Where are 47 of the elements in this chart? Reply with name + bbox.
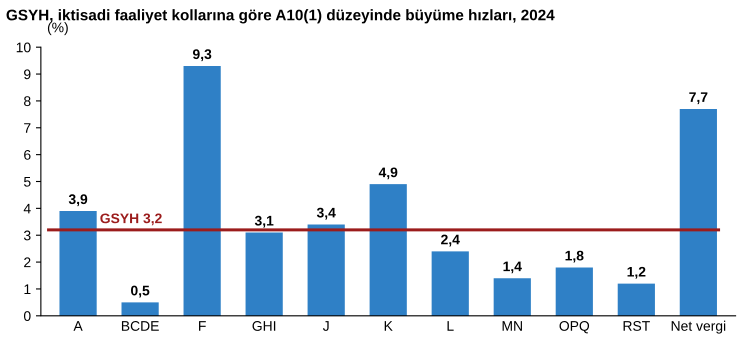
data-label: 3,4: [316, 208, 336, 220]
y-tick-label: 3: [24, 230, 31, 240]
chart-title: GSYH, iktisadi faaliyet kollarına göre A10(1) düzeyinde büyüme hızları, 2024: [6, 9, 555, 24]
x-tick-label: GHI: [252, 321, 276, 331]
bar: [246, 232, 283, 316]
ref-line-label: GSYH 3,2: [100, 213, 162, 226]
x-tick-label: A: [73, 321, 83, 331]
data-label: 0,5: [131, 286, 150, 298]
y-tick-label: 1: [24, 284, 30, 294]
y-axis-title: (%): [48, 22, 68, 36]
data-label: 1,4: [503, 262, 522, 274]
y-tick-label: 9: [24, 69, 30, 80]
bar: [59, 211, 97, 316]
x-tick-label: MN: [502, 321, 522, 331]
data-label: 1,8: [566, 250, 584, 263]
x-tick-label: RST: [624, 321, 650, 331]
x-tick-label: J: [322, 321, 329, 331]
bar: [308, 224, 345, 316]
y-tick-label: 7: [24, 123, 30, 133]
y-tick-label: 8: [24, 96, 31, 106]
y-tick-label: 10: [16, 42, 31, 52]
bar: [556, 267, 593, 316]
bar: [494, 278, 531, 316]
data-label: 3,1: [254, 216, 274, 228]
bar: [618, 284, 655, 316]
x-tick-label: Net vergi: [672, 320, 726, 334]
bar: [432, 251, 469, 316]
bar: [184, 66, 221, 316]
y-tick-label: 6: [24, 150, 31, 160]
y-tick-label: 4: [24, 204, 31, 214]
data-label: 9,3: [192, 49, 212, 62]
y-tick-label: 2: [24, 257, 30, 268]
x-tick-label: OPQ: [560, 321, 590, 334]
y-tick-label: 5: [24, 176, 31, 187]
data-label: 1,2: [628, 266, 646, 279]
x-tick-label: L: [448, 321, 454, 331]
bar: [370, 184, 407, 316]
data-label: 3,9: [68, 194, 88, 206]
x-tick-label: BCDE: [122, 321, 159, 331]
x-tick-label: F: [199, 321, 206, 331]
data-label: 2,4: [441, 234, 460, 246]
data-label: 7,7: [689, 92, 708, 104]
y-tick-label: 0: [24, 311, 31, 321]
bar: [122, 302, 159, 316]
bar: [680, 108, 717, 316]
x-tick-label: K: [384, 321, 393, 331]
data-label: 4,9: [378, 167, 398, 180]
